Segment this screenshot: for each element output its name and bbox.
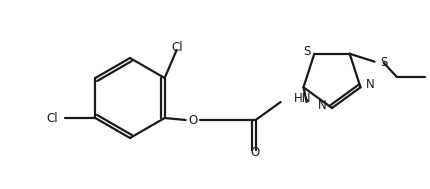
Text: S: S bbox=[381, 56, 388, 69]
Text: N: N bbox=[318, 99, 327, 112]
Text: S: S bbox=[303, 45, 310, 58]
Text: O: O bbox=[250, 146, 259, 159]
Text: Cl: Cl bbox=[47, 112, 58, 125]
Text: HN: HN bbox=[294, 92, 311, 105]
Text: Cl: Cl bbox=[172, 41, 184, 54]
Text: O: O bbox=[188, 114, 197, 126]
Text: N: N bbox=[366, 78, 374, 91]
